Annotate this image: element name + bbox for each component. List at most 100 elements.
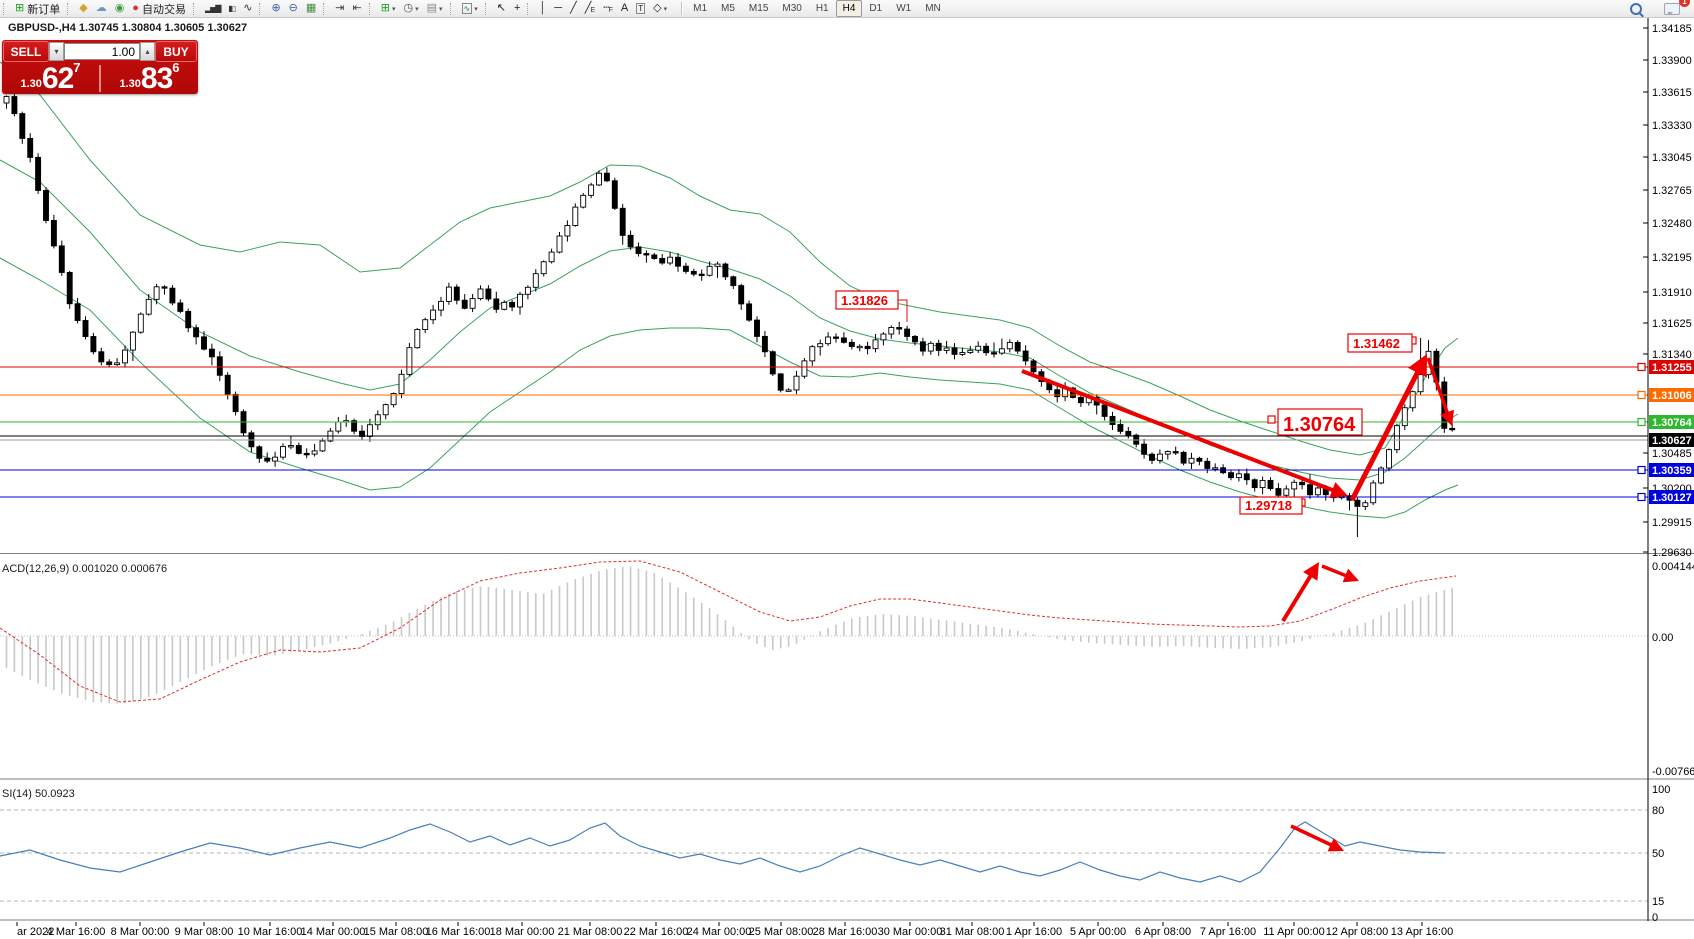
- candle: [801, 360, 808, 377]
- bar-chart-button[interactable]: ▂▅▇: [201, 0, 224, 17]
- cursor-button[interactable]: ↖: [493, 0, 510, 17]
- candle: [27, 137, 34, 158]
- price-divider: [99, 65, 101, 92]
- price-annotation[interactable]: 1.30764: [1267, 408, 1363, 436]
- annotation-text: 1.31826: [841, 293, 888, 308]
- trend-arrow[interactable]: [1426, 357, 1455, 426]
- zoom-out-button[interactable]: ⊖: [285, 0, 302, 17]
- price-annotation[interactable]: 1.29718: [1239, 496, 1306, 515]
- auto-scroll-button[interactable]: ⇥: [331, 0, 348, 17]
- channel-button[interactable]: ╱ E: [584, 2, 595, 14]
- cloud-button[interactable]: ☁: [92, 0, 111, 17]
- timeframe-m30[interactable]: M30: [782, 3, 802, 14]
- tag-connector-square[interactable]: [1637, 492, 1646, 502]
- crosshair-button[interactable]: +: [510, 0, 524, 17]
- chart-styles-button[interactable]: ◆: [75, 0, 91, 17]
- tag-box: [1649, 415, 1694, 429]
- tag-connector-square[interactable]: [1637, 362, 1646, 372]
- candlestick-icon: ▮▯: [228, 4, 236, 13]
- trend-arrow[interactable]: [1349, 354, 1427, 502]
- tag-connector-square[interactable]: [1637, 465, 1646, 475]
- candle: [272, 456, 279, 462]
- time-tick-label: 12 Apr 08:00: [1326, 926, 1388, 938]
- volume-decrease-button[interactable]: ▾: [49, 42, 64, 61]
- label-button[interactable]: T: [632, 0, 649, 17]
- price-tick-label: 1.33900: [1652, 55, 1692, 67]
- trend-arrow[interactable]: [1021, 369, 1348, 498]
- volume-increase-button[interactable]: ▴: [140, 42, 155, 61]
- timeframe-h4[interactable]: H4: [835, 0, 863, 17]
- candle: [193, 327, 200, 338]
- line-chart-button[interactable]: ∿: [239, 0, 256, 17]
- candle: [556, 235, 563, 253]
- candle: [114, 362, 121, 366]
- trend-arrow[interactable]: [1281, 562, 1319, 623]
- zoom-out-icon: ⊖: [288, 2, 298, 14]
- notification-badge: 1: [1679, 0, 1690, 7]
- candle: [509, 301, 516, 308]
- time-tick-label: 15 Mar 08:00: [364, 926, 429, 938]
- candle: [951, 347, 958, 355]
- candle: [619, 207, 626, 236]
- tag-connector-square[interactable]: [1637, 417, 1646, 427]
- candle: [588, 184, 595, 196]
- timeframe-d1[interactable]: D1: [869, 3, 883, 14]
- price-annotation[interactable]: 1.31826: [835, 290, 908, 322]
- shapes-button[interactable]: ◇ ▾: [649, 0, 671, 17]
- notifications-button[interactable]: 1: [1660, 0, 1690, 17]
- text-button[interactable]: A: [617, 0, 632, 17]
- tag-connector-square[interactable]: [1637, 390, 1646, 400]
- price-annotation[interactable]: 1.31462: [1347, 333, 1417, 353]
- signals-button[interactable]: ◉: [111, 0, 129, 17]
- volume-input[interactable]: [64, 43, 140, 60]
- chevron-down-icon: ▾: [663, 5, 668, 13]
- zoom-in-button[interactable]: ⊕: [267, 0, 284, 17]
- sell-price[interactable]: 1.30 62 7: [20, 60, 81, 95]
- timeframe-m1[interactable]: M1: [693, 3, 708, 14]
- buy-button[interactable]: BUY: [155, 41, 197, 62]
- horizontal-line-button[interactable]: ─: [550, 0, 566, 17]
- candle: [280, 446, 286, 458]
- trend-arrow[interactable]: [1321, 564, 1359, 583]
- add-indicator-button[interactable]: ⊞ ▾: [377, 0, 400, 17]
- candle: [975, 345, 982, 351]
- time-tick-label: 10 Mar 16:00: [238, 926, 303, 938]
- fibonacci-button[interactable]: ┄ F: [602, 2, 613, 14]
- timeframe-mn[interactable]: MN: [925, 3, 941, 14]
- timeframe-m15[interactable]: M15: [748, 3, 769, 14]
- arrow-head: [1303, 562, 1319, 581]
- buy-price[interactable]: 1.30 83 6: [119, 60, 180, 95]
- period-button[interactable]: ◷ ▾: [399, 0, 422, 17]
- tile-windows-button[interactable]: ▦: [302, 0, 320, 17]
- arrow-shaft: [1281, 569, 1316, 623]
- autotrade-button[interactable]: ● 自动交易: [128, 0, 190, 17]
- chart-shift-button[interactable]: ⇤: [349, 0, 366, 17]
- timeframe-w1[interactable]: W1: [896, 3, 912, 14]
- timeframe-m5[interactable]: M5: [721, 3, 735, 14]
- trend-arrow[interactable]: [1290, 824, 1344, 852]
- trendline-button[interactable]: ╱: [566, 0, 581, 17]
- candle: [943, 347, 950, 351]
- candle: [1117, 424, 1124, 432]
- indicator-list-button[interactable]: ∿ ▾: [458, 0, 482, 17]
- search-icon: [1630, 2, 1642, 15]
- candle: [548, 251, 555, 263]
- candle: [1109, 415, 1116, 425]
- candle: [438, 300, 444, 311]
- sell-button[interactable]: SELL: [3, 41, 49, 62]
- new-order-button[interactable]: ⊞ 新订单: [11, 0, 64, 17]
- candle: [675, 256, 681, 267]
- template-button[interactable]: ▤ ▾: [423, 0, 447, 17]
- price-tick-label: 1.33615: [1652, 87, 1692, 99]
- candlestick-button[interactable]: ▮▯: [224, 0, 239, 17]
- candle: [967, 349, 974, 353]
- timeframe-h1[interactable]: H1: [815, 3, 829, 14]
- time-tick-label: 1 Apr 16:00: [1006, 926, 1062, 938]
- candle: [445, 286, 452, 302]
- candle: [422, 319, 429, 330]
- candle: [35, 156, 42, 191]
- candle: [809, 346, 816, 362]
- search-button[interactable]: [1626, 0, 1646, 17]
- vertical-line-button[interactable]: │: [535, 0, 550, 17]
